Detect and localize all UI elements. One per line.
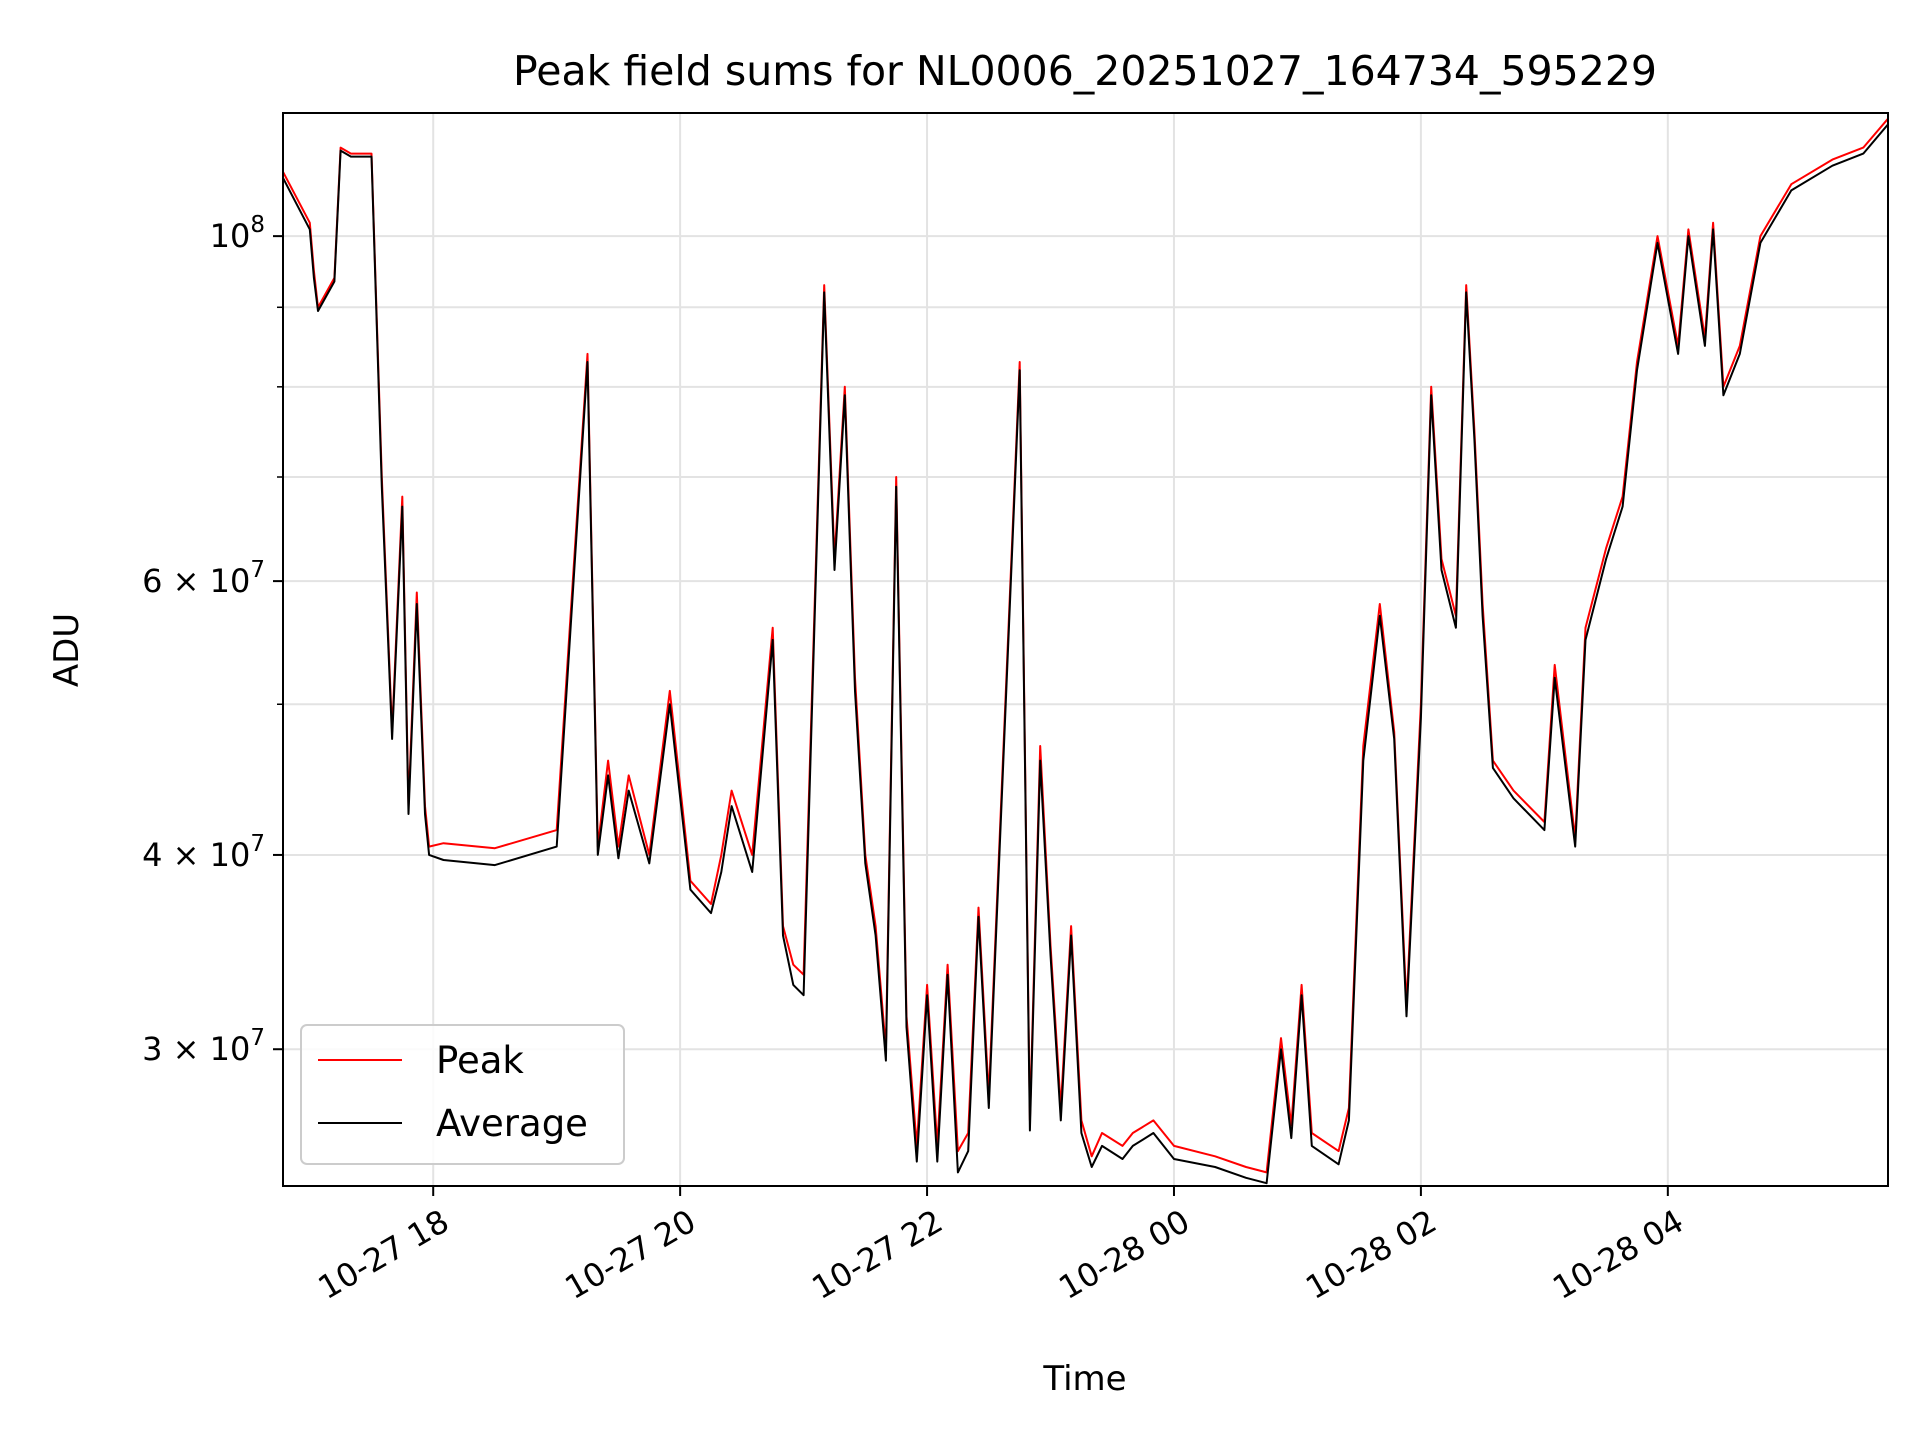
series-line-peak bbox=[282, 118, 1889, 1174]
x-tick-label: 10-28 00 bbox=[1052, 1202, 1196, 1307]
y-tick-label: 6 × 107 bbox=[142, 557, 265, 600]
y-tick-label: 108 bbox=[210, 212, 265, 255]
legend-label-average: Average bbox=[436, 1102, 588, 1145]
y-tick-label-exponent: 7 bbox=[250, 831, 265, 857]
x-tick-label: 10-27 18 bbox=[312, 1202, 456, 1307]
y-tick-label-base: 4 × 10 bbox=[142, 836, 250, 874]
y-tick-label-exponent: 8 bbox=[250, 212, 265, 238]
series-lines bbox=[282, 118, 1889, 1185]
x-axis-label: Time bbox=[1042, 1359, 1126, 1399]
y-tick-label-base: 10 bbox=[210, 217, 251, 255]
chart-title: Peak field sums for NL0006_20251027_1647… bbox=[513, 47, 1657, 95]
plot-frame bbox=[282, 112, 1889, 1187]
x-tick-label: 10-28 04 bbox=[1546, 1202, 1690, 1307]
x-tick-label: 10-28 02 bbox=[1299, 1202, 1443, 1307]
x-tick-label: 10-27 20 bbox=[559, 1202, 703, 1307]
y-tick-label-base: 6 × 10 bbox=[142, 562, 250, 600]
y-axis-label: ADU bbox=[47, 613, 87, 687]
y-tick-label-exponent: 7 bbox=[250, 557, 265, 583]
y-tick-label: 4 × 107 bbox=[142, 831, 265, 874]
x-tick-label: 10-27 22 bbox=[805, 1202, 949, 1307]
y-tick-label: 3 × 107 bbox=[142, 1025, 265, 1068]
y-tick-label-base: 3 × 10 bbox=[142, 1030, 250, 1068]
y-tick-label-exponent: 7 bbox=[250, 1025, 265, 1051]
series-line-average bbox=[282, 123, 1889, 1185]
legend: Peak Average bbox=[300, 1024, 625, 1165]
legend-label-peak: Peak bbox=[436, 1039, 524, 1082]
grid-lines bbox=[283, 113, 1888, 1186]
x-axis: 10-27 18 10-27 20 10-27 22 10-28 00 10-28 02… bbox=[312, 1186, 1690, 1307]
